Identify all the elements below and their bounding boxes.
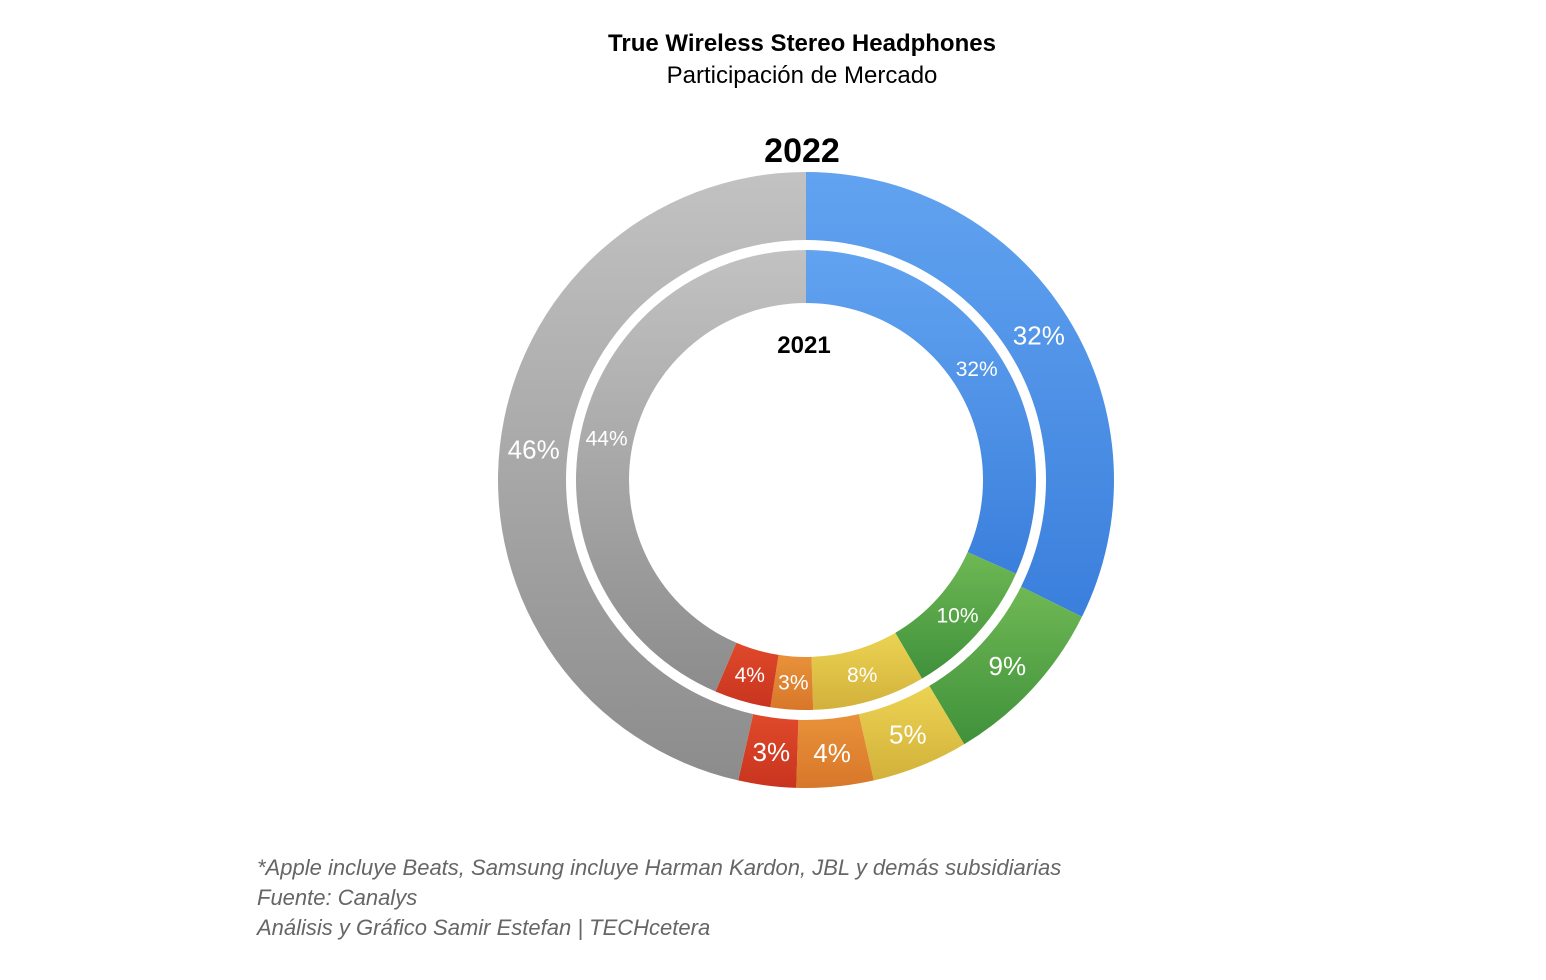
footnote-credit: Análisis y Gráfico Samir Estefan | TECHc… bbox=[257, 915, 711, 940]
inner-slice-1 bbox=[895, 552, 1017, 679]
footnote-source: Fuente: Canalys bbox=[257, 885, 418, 910]
inner-ring-2021 bbox=[576, 250, 1036, 710]
inner-slice-2 bbox=[811, 632, 923, 710]
inner-slice-5 bbox=[576, 250, 806, 692]
outer-slice-label-5: 46% bbox=[508, 435, 560, 465]
outer-slice-label-4: 3% bbox=[753, 737, 791, 767]
outer-slice-4 bbox=[738, 714, 799, 788]
inner-slice-label-5: 44% bbox=[586, 428, 628, 451]
outer-slice-label-3: 4% bbox=[813, 738, 851, 768]
inner-slice-label-3: 3% bbox=[778, 672, 808, 695]
outer-slice-0 bbox=[806, 172, 1115, 617]
chart-title: True Wireless Stereo Headphones bbox=[608, 30, 996, 57]
inner-slice-label-2: 8% bbox=[847, 664, 877, 687]
chart-subtitle: Participación de Mercado bbox=[666, 62, 938, 89]
inner-slice-0 bbox=[806, 250, 1036, 574]
inner-slice-label-0: 32% bbox=[956, 358, 998, 381]
outer-slice-2 bbox=[858, 685, 965, 781]
outer-slice-label-2: 5% bbox=[889, 719, 927, 749]
footnotes: *Apple incluye Beats, Samsung incluye Ha… bbox=[257, 853, 1061, 943]
footnote-subsidiaries: *Apple incluye Beats, Samsung incluye Ha… bbox=[257, 855, 1062, 880]
outer-slice-label-0: 32% bbox=[1013, 321, 1065, 351]
slice-labels: 32% 9% 5% 4% 3% 46% 32% 10% 8% 3% 4% 44% bbox=[508, 321, 1065, 768]
inner-slice-4 bbox=[715, 642, 779, 708]
outer-ring-2022 bbox=[497, 172, 1115, 788]
outer-slice-1 bbox=[929, 586, 1082, 745]
inner-slice-3 bbox=[770, 654, 814, 710]
outer-slice-5 bbox=[497, 172, 806, 781]
inner-ring-label: 2021 bbox=[777, 332, 830, 359]
outer-ring-label: 2022 bbox=[764, 132, 840, 170]
inner-slice-label-1: 10% bbox=[936, 604, 978, 627]
inner-slice-label-4: 4% bbox=[735, 664, 765, 687]
outer-slice-label-1: 9% bbox=[988, 651, 1026, 681]
outer-slice-3 bbox=[796, 714, 874, 788]
